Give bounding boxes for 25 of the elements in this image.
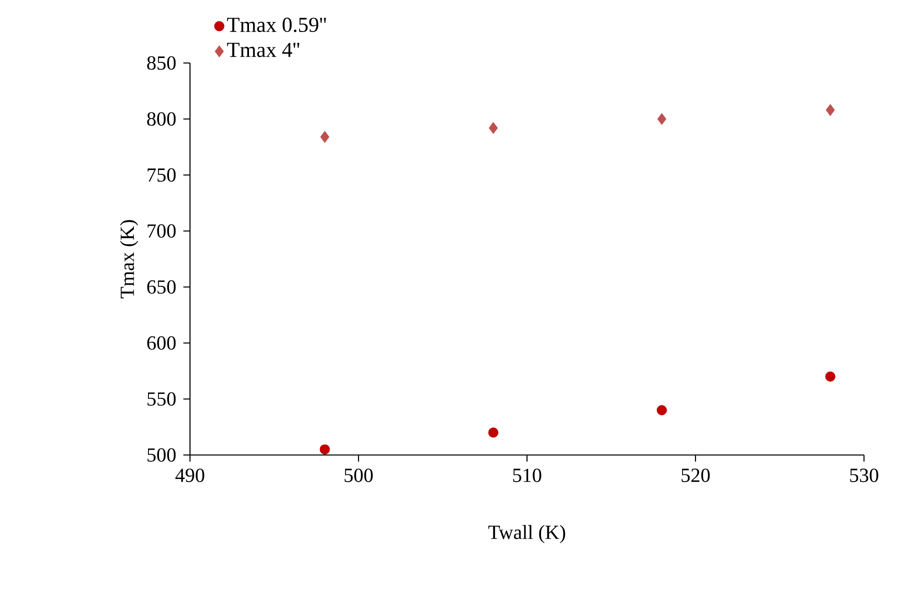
legend-label: Tmax 4''	[227, 42, 300, 58]
point	[657, 113, 666, 125]
y-tick-label: 850	[147, 56, 176, 70]
x-tick-label: 510	[513, 468, 542, 482]
y-tick-label: 750	[148, 168, 176, 182]
x-tick-label: 490	[175, 468, 204, 482]
x-tick-label: 530	[850, 468, 878, 482]
point	[320, 131, 330, 143]
point	[825, 372, 836, 382]
point	[488, 428, 498, 438]
x-axis-title: Twall (K)	[488, 525, 566, 544]
y-tick-label: 650	[147, 280, 176, 294]
y-tick-label: 800	[147, 112, 176, 126]
y-tick-label: 500	[148, 448, 176, 462]
y-tick-label: 700	[148, 224, 176, 238]
point	[656, 405, 667, 416]
y-tick-label: 550	[148, 392, 176, 406]
x-tick-label: 520	[682, 468, 710, 482]
y-tick-label: 600	[147, 336, 176, 350]
point	[488, 122, 498, 134]
legend-label: Tmax 0.59''	[227, 18, 326, 32]
point	[826, 104, 835, 116]
x-tick-label: 500	[344, 468, 373, 482]
y-axis-title: Tmax (K)	[120, 220, 138, 298]
point	[320, 444, 330, 454]
